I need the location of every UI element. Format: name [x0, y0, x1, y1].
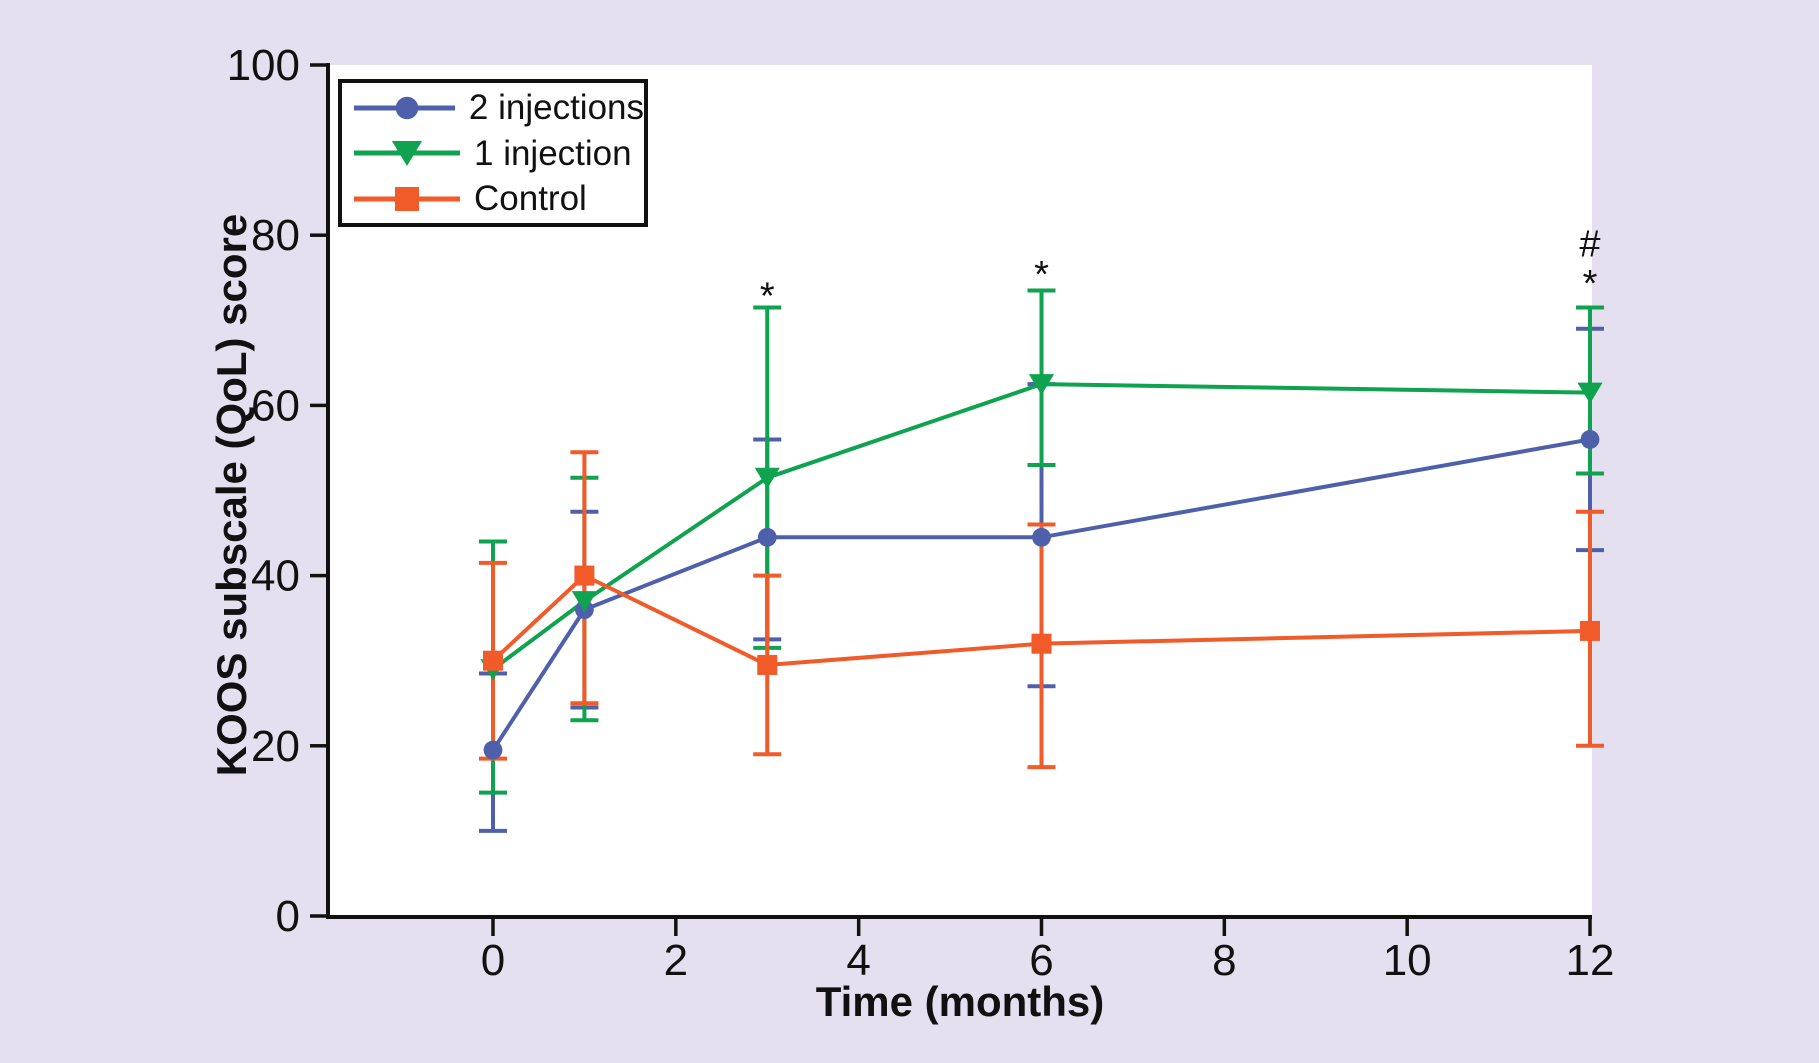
- legend-item-1: 1 injection: [354, 132, 644, 174]
- x-tick-label-0: 0: [481, 936, 505, 985]
- legend-swatch: [354, 186, 460, 211]
- y-tick-label-20: 20: [251, 722, 300, 771]
- circle-marker-icon: [757, 527, 777, 547]
- triangle-down-marker-icon: [1577, 382, 1603, 404]
- series-markers-0: [483, 430, 1600, 760]
- circle-marker-icon: [1580, 430, 1600, 449]
- square-marker-icon: [574, 565, 595, 586]
- y-tick-label-0: 0: [276, 892, 300, 941]
- legend-label: Control: [474, 179, 587, 218]
- tick-labels: 0 20 40 60 80 100 0 2 4 6 8 10 12: [227, 41, 1615, 985]
- axes: [326, 63, 1593, 919]
- circle-marker-icon: [483, 740, 503, 760]
- annotations: **#*: [760, 224, 1601, 318]
- square-marker-icon: [1031, 633, 1052, 654]
- y-tick-label-60: 60: [251, 381, 300, 430]
- legend-label: 1 injection: [474, 133, 632, 173]
- legend-label: 2 injections: [468, 88, 644, 127]
- triangle-down-marker-icon: [754, 467, 780, 489]
- triangle-down-marker-icon: [1028, 374, 1055, 396]
- ticks: [310, 63, 1592, 936]
- square-marker-icon: [395, 186, 419, 211]
- triangle-down-marker-icon: [391, 141, 423, 166]
- significance-annotation-1: *: [1034, 254, 1049, 296]
- y-axis-title: KOOS subscale (QoL) score: [208, 213, 255, 777]
- y-tick-label-40: 40: [251, 552, 300, 601]
- x-tick-label-6: 6: [1029, 936, 1053, 985]
- circle-marker-icon: [1032, 527, 1051, 547]
- square-marker-icon: [757, 654, 778, 675]
- x-tick-label-8: 8: [1212, 936, 1236, 985]
- y-tick-label-100: 100: [227, 41, 300, 90]
- significance-annotation-0: *: [760, 276, 775, 318]
- x-tick-label-12: 12: [1566, 936, 1615, 985]
- square-marker-icon: [1580, 620, 1601, 641]
- significance-annotation-2: #: [1579, 224, 1600, 266]
- legend-item-0: 2 injections: [354, 87, 644, 129]
- legend-swatch: [354, 141, 460, 166]
- legend-swatch: [354, 96, 455, 119]
- x-axis-title: Time (months): [815, 978, 1105, 1025]
- triangle-down-marker-icon: [571, 591, 598, 613]
- square-marker-icon: [483, 650, 503, 671]
- significance-annotation-3: *: [1583, 263, 1598, 305]
- series-markers-2: [483, 565, 1601, 675]
- y-tick-label-80: 80: [251, 211, 300, 260]
- circle-marker-icon: [395, 96, 419, 119]
- x-tick-label-10: 10: [1383, 936, 1432, 985]
- legend-item-2: Control: [354, 178, 644, 220]
- x-tick-label-2: 2: [664, 936, 688, 985]
- legend: 2 injections 1 injection Control: [338, 79, 648, 227]
- x-tick-label-4: 4: [846, 936, 870, 985]
